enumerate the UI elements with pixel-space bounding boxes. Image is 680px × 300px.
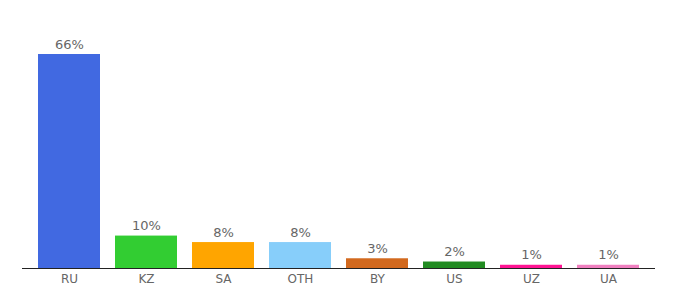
svg-text:3%: 3%: [367, 241, 388, 256]
svg-text:UA: UA: [600, 272, 618, 286]
svg-text:1%: 1%: [598, 247, 619, 262]
svg-text:66%: 66%: [55, 37, 84, 52]
svg-text:8%: 8%: [290, 225, 311, 240]
svg-text:RU: RU: [61, 272, 78, 286]
svg-text:10%: 10%: [132, 218, 161, 233]
svg-text:8%: 8%: [213, 225, 234, 240]
svg-text:OTH: OTH: [288, 272, 314, 286]
svg-text:KZ: KZ: [138, 272, 154, 286]
svg-text:BY: BY: [370, 272, 386, 286]
svg-text:SA: SA: [215, 272, 232, 286]
svg-text:1%: 1%: [521, 247, 542, 262]
svg-text:US: US: [446, 272, 462, 286]
svg-text:2%: 2%: [444, 244, 465, 259]
svg-text:UZ: UZ: [523, 272, 540, 286]
